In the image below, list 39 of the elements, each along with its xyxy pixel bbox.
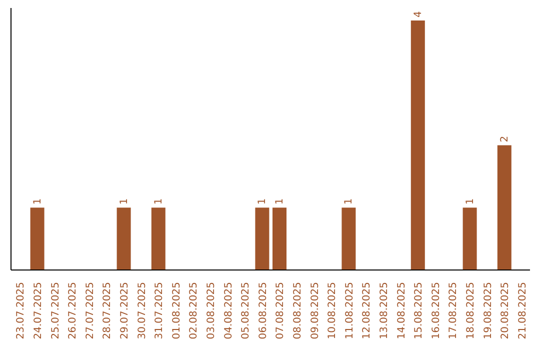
x-tick-label: 01.08.2025	[171, 282, 182, 340]
x-tick-label: 02.08.2025	[188, 282, 200, 340]
x-tick-label: 20.08.2025	[500, 282, 512, 340]
x-tick-label: 06.08.2025	[258, 282, 269, 340]
data-label: 1	[344, 198, 355, 205]
x-tick-label: 31.07.2025	[154, 282, 166, 340]
x-tick-label: 09.08.2025	[310, 282, 321, 340]
data-label: 1	[274, 198, 286, 205]
data-label: 1	[118, 198, 130, 205]
data-label: 1	[153, 198, 164, 205]
x-tick-label: 28.07.2025	[102, 282, 114, 340]
x-tick-label: 27.07.2025	[84, 282, 96, 340]
x-tick-label: 18.08.2025	[465, 282, 476, 340]
x-tick-label: 30.07.2025	[136, 282, 148, 340]
x-tick-label: 11.08.2025	[344, 282, 356, 340]
x-tick-label: 13.08.2025	[378, 282, 390, 340]
x-tick-label: 07.08.2025	[275, 282, 286, 340]
x-tick-label: 04.08.2025	[223, 282, 234, 340]
x-tick-label: 25.07.2025	[50, 282, 62, 340]
x-tick-label: 26.07.2025	[68, 282, 79, 340]
x-tick-label: 14.08.2025	[396, 282, 408, 340]
x-tick-label: 12.08.2025	[362, 282, 373, 340]
data-label: 1	[464, 198, 476, 205]
x-tick-label: 29.07.2025	[119, 282, 130, 340]
x-tick-label: 19.08.2025	[482, 282, 494, 340]
x-tick-label: 21.08.2025	[517, 282, 528, 340]
x-tick-label: 08.08.2025	[292, 282, 304, 340]
x-tick-label: 10.08.2025	[327, 282, 338, 340]
x-tick-label: 15.08.2025	[414, 282, 425, 340]
x-tick-label: 05.08.2025	[240, 282, 252, 340]
x-tick-label: 23.07.2025	[16, 282, 27, 340]
x-tick-label: 24.07.2025	[32, 282, 44, 340]
x-tick-label: 16.08.2025	[430, 282, 442, 340]
x-tick-label: 03.08.2025	[206, 282, 217, 340]
x-tick-label: 17.08.2025	[448, 282, 460, 340]
data-label: 4	[412, 11, 424, 18]
data-label: 1	[257, 198, 268, 205]
data-label: 1	[32, 198, 44, 205]
data-label: 2	[499, 136, 510, 142]
